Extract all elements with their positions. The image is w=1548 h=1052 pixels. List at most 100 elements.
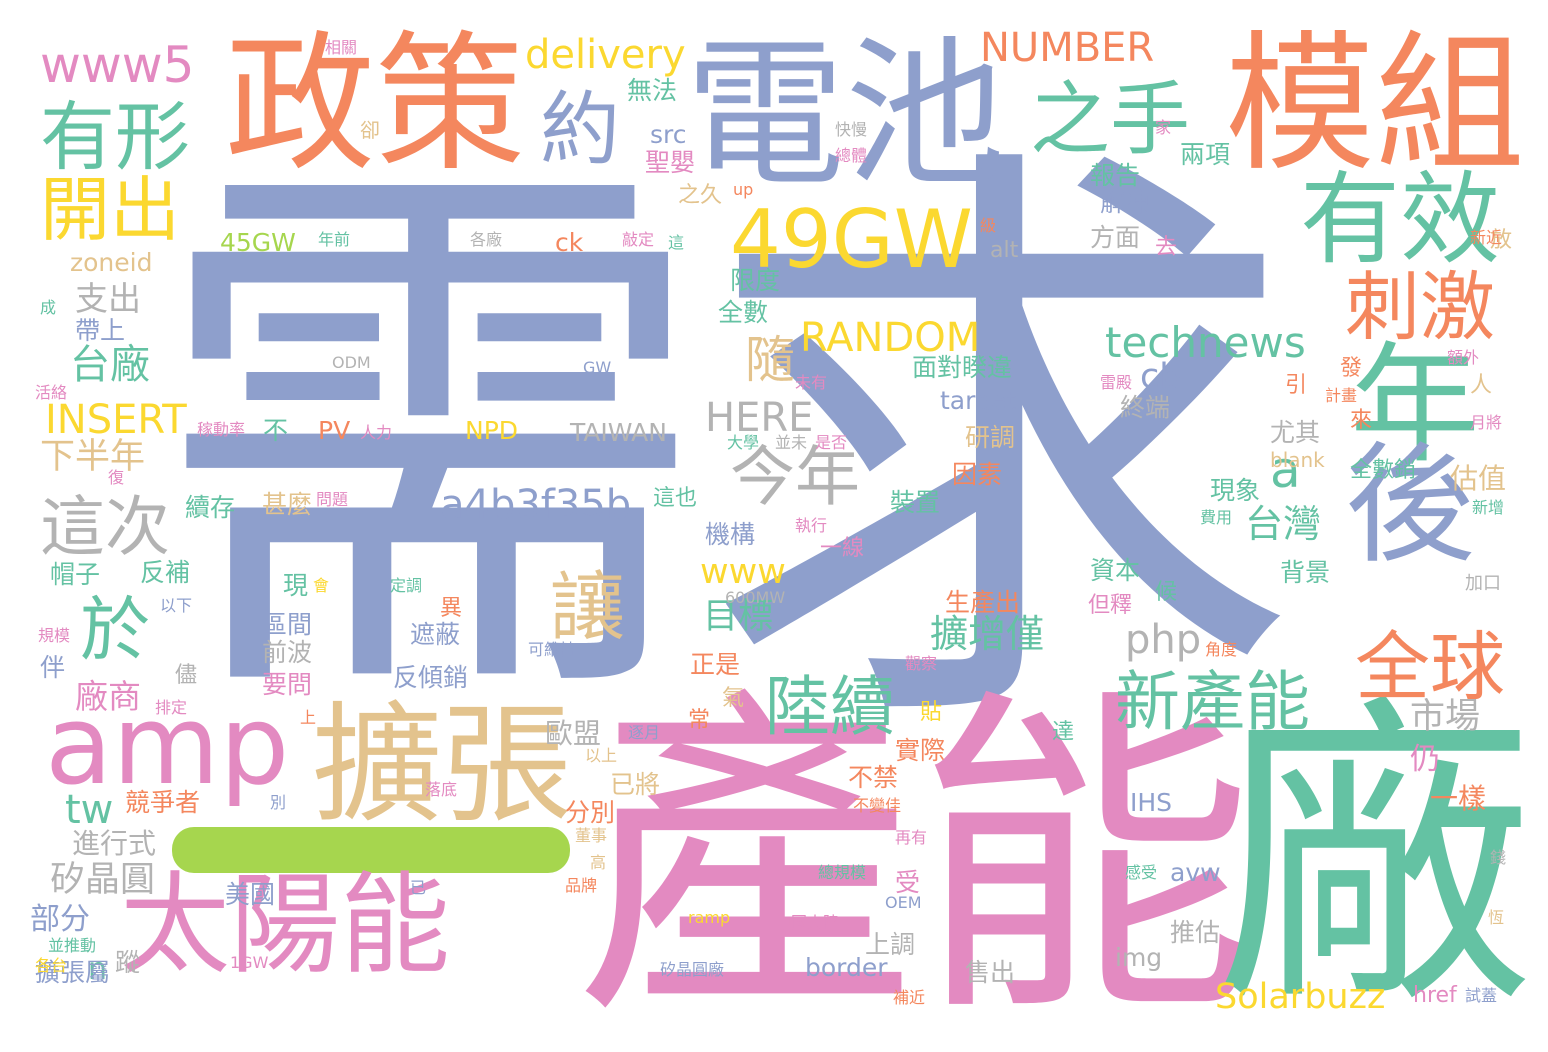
cloud-word: 有形 bbox=[40, 93, 191, 181]
cloud-word: 無法 bbox=[627, 76, 678, 105]
cloud-word: PV bbox=[318, 416, 351, 445]
cloud-word: 未有 bbox=[795, 373, 828, 392]
cloud-word: 這次 bbox=[40, 490, 171, 565]
cloud-word: alt bbox=[990, 238, 1019, 263]
cloud-word: 不 bbox=[263, 416, 289, 445]
cloud-word: 以下 bbox=[160, 596, 193, 615]
cloud-word: 人 bbox=[1470, 373, 1493, 398]
cloud-word: 實際 bbox=[895, 736, 946, 765]
cloud-word: 別 bbox=[270, 793, 287, 812]
cloud-word: 達 bbox=[1052, 720, 1075, 745]
cloud-word: 擴張 bbox=[312, 689, 573, 841]
cloud-word: 生產出 bbox=[945, 588, 1021, 617]
cloud-word: GW bbox=[583, 358, 612, 377]
cloud-word: 遮蔽 bbox=[410, 620, 461, 649]
cloud-word: RANDOM bbox=[800, 315, 981, 361]
cloud-word: 逐月 bbox=[628, 723, 661, 742]
cloud-word: 之久 bbox=[678, 183, 723, 208]
cloud-word: 有效 bbox=[1300, 161, 1500, 278]
cloud-word: 49GW bbox=[730, 193, 973, 286]
cloud-word: 以上 bbox=[585, 746, 618, 765]
cloud-word: 帶上 bbox=[75, 316, 126, 345]
cloud-word: 下半年 bbox=[40, 437, 146, 477]
cloud-word: 來 bbox=[1350, 408, 1373, 433]
cloud-word: 支出 bbox=[75, 279, 141, 318]
cloud-word: 敲定 bbox=[622, 230, 655, 249]
cloud-word: 成 bbox=[40, 298, 57, 317]
cloud-word: 現 bbox=[283, 571, 309, 600]
cloud-word: 伴 bbox=[40, 653, 66, 682]
cloud-word: Solarbuzz bbox=[1215, 977, 1386, 1017]
cloud-word: n bbox=[88, 952, 108, 987]
cloud-word: 月將 bbox=[1470, 413, 1503, 432]
cloud-word: 背景 bbox=[1280, 558, 1331, 587]
cloud-word: 全數銷 bbox=[1350, 458, 1417, 483]
cloud-word: border bbox=[805, 953, 888, 982]
cloud-word: 放 bbox=[1490, 228, 1513, 253]
cloud-word: 常 bbox=[688, 708, 711, 733]
cloud-word: 已 bbox=[410, 878, 427, 897]
cloud-word: 要問 bbox=[262, 670, 313, 699]
cloud-word: 蹤 bbox=[115, 948, 141, 977]
cloud-word: 大學 bbox=[727, 433, 760, 452]
cloud-word: ck bbox=[555, 228, 584, 257]
cloud-word: 角度 bbox=[1205, 640, 1238, 659]
cloud-word: avw bbox=[1170, 858, 1221, 887]
cloud-word: 廠商 bbox=[75, 677, 141, 716]
cloud-word: 裝置 bbox=[890, 488, 941, 517]
cloud-word: 各台 bbox=[35, 956, 68, 975]
cloud-word: 兩項 bbox=[1180, 140, 1231, 169]
cloud-word: 部分 bbox=[30, 902, 90, 937]
cloud-word: 矽晶圓 bbox=[50, 860, 156, 900]
cloud-word: 錢 bbox=[1490, 848, 1507, 867]
cloud-word: 隨 bbox=[745, 331, 795, 389]
cloud-word: 仍 bbox=[1410, 742, 1440, 777]
cloud-word: 引 bbox=[1285, 373, 1308, 398]
cloud-word: 矽晶圓廠 bbox=[660, 960, 725, 979]
cloud-word: 續存 bbox=[185, 493, 236, 522]
cloud-word: 現象 bbox=[1210, 476, 1261, 505]
cloud-word: 因素 bbox=[952, 460, 1003, 489]
cloud-word: 美國 bbox=[225, 880, 276, 909]
cloud-word: 競爭者 bbox=[125, 788, 201, 817]
cloud-word: 年 bbox=[1350, 329, 1481, 481]
cloud-word: 於 bbox=[80, 589, 150, 671]
cloud-word: 1GW bbox=[230, 953, 269, 972]
cloud-word: 尤其 bbox=[1270, 418, 1321, 447]
cloud-word: 資本 bbox=[1090, 556, 1141, 585]
cloud-word: 面對睽違 bbox=[912, 353, 1013, 382]
cloud-word: 總體 bbox=[835, 146, 868, 165]
cloud-word: 讓 bbox=[550, 563, 626, 651]
cloud-word: 是否 bbox=[815, 433, 848, 452]
cloud-word: zoneid bbox=[70, 248, 153, 277]
cloud-word: 分別 bbox=[565, 798, 616, 827]
cloud-word: 相關 bbox=[325, 38, 358, 57]
cloud-word: 年前 bbox=[318, 230, 351, 249]
cloud-word: 稼動率 bbox=[197, 420, 246, 439]
cloud-word: 全球 bbox=[1355, 623, 1506, 711]
cloud-word: 600MW bbox=[725, 588, 786, 607]
cloud-word: 這也 bbox=[653, 486, 698, 511]
cloud-word: 反補 bbox=[140, 558, 191, 587]
cloud-word: 人力 bbox=[360, 423, 393, 442]
cloud-word: 已將 bbox=[610, 770, 661, 799]
cloud-word: cb bbox=[1140, 357, 1182, 397]
cloud-word: 排定 bbox=[155, 698, 188, 717]
cloud-word: 上 bbox=[300, 708, 317, 727]
cloud-word: 中國大陸 bbox=[775, 913, 840, 932]
cloud-word: 規模 bbox=[38, 626, 71, 645]
cloud-word: 方面 bbox=[1090, 223, 1141, 252]
cloud-word: 售出 bbox=[965, 958, 1016, 987]
cloud-word: 家 bbox=[1155, 118, 1172, 137]
cloud-word: 之手 bbox=[1030, 73, 1190, 166]
cloud-word: 報告 bbox=[1090, 161, 1141, 190]
cloud-word: 開出 bbox=[40, 169, 180, 251]
cloud-word: 台灣 bbox=[1245, 502, 1322, 546]
cloud-word: 台廠 bbox=[70, 342, 150, 388]
cloud-word: www bbox=[700, 552, 786, 592]
cloud-word: NUMBER bbox=[980, 25, 1155, 71]
cloud-word: ramp bbox=[688, 908, 731, 927]
cloud-word: img bbox=[1115, 943, 1163, 972]
cloud-word: 快慢 bbox=[835, 120, 868, 139]
